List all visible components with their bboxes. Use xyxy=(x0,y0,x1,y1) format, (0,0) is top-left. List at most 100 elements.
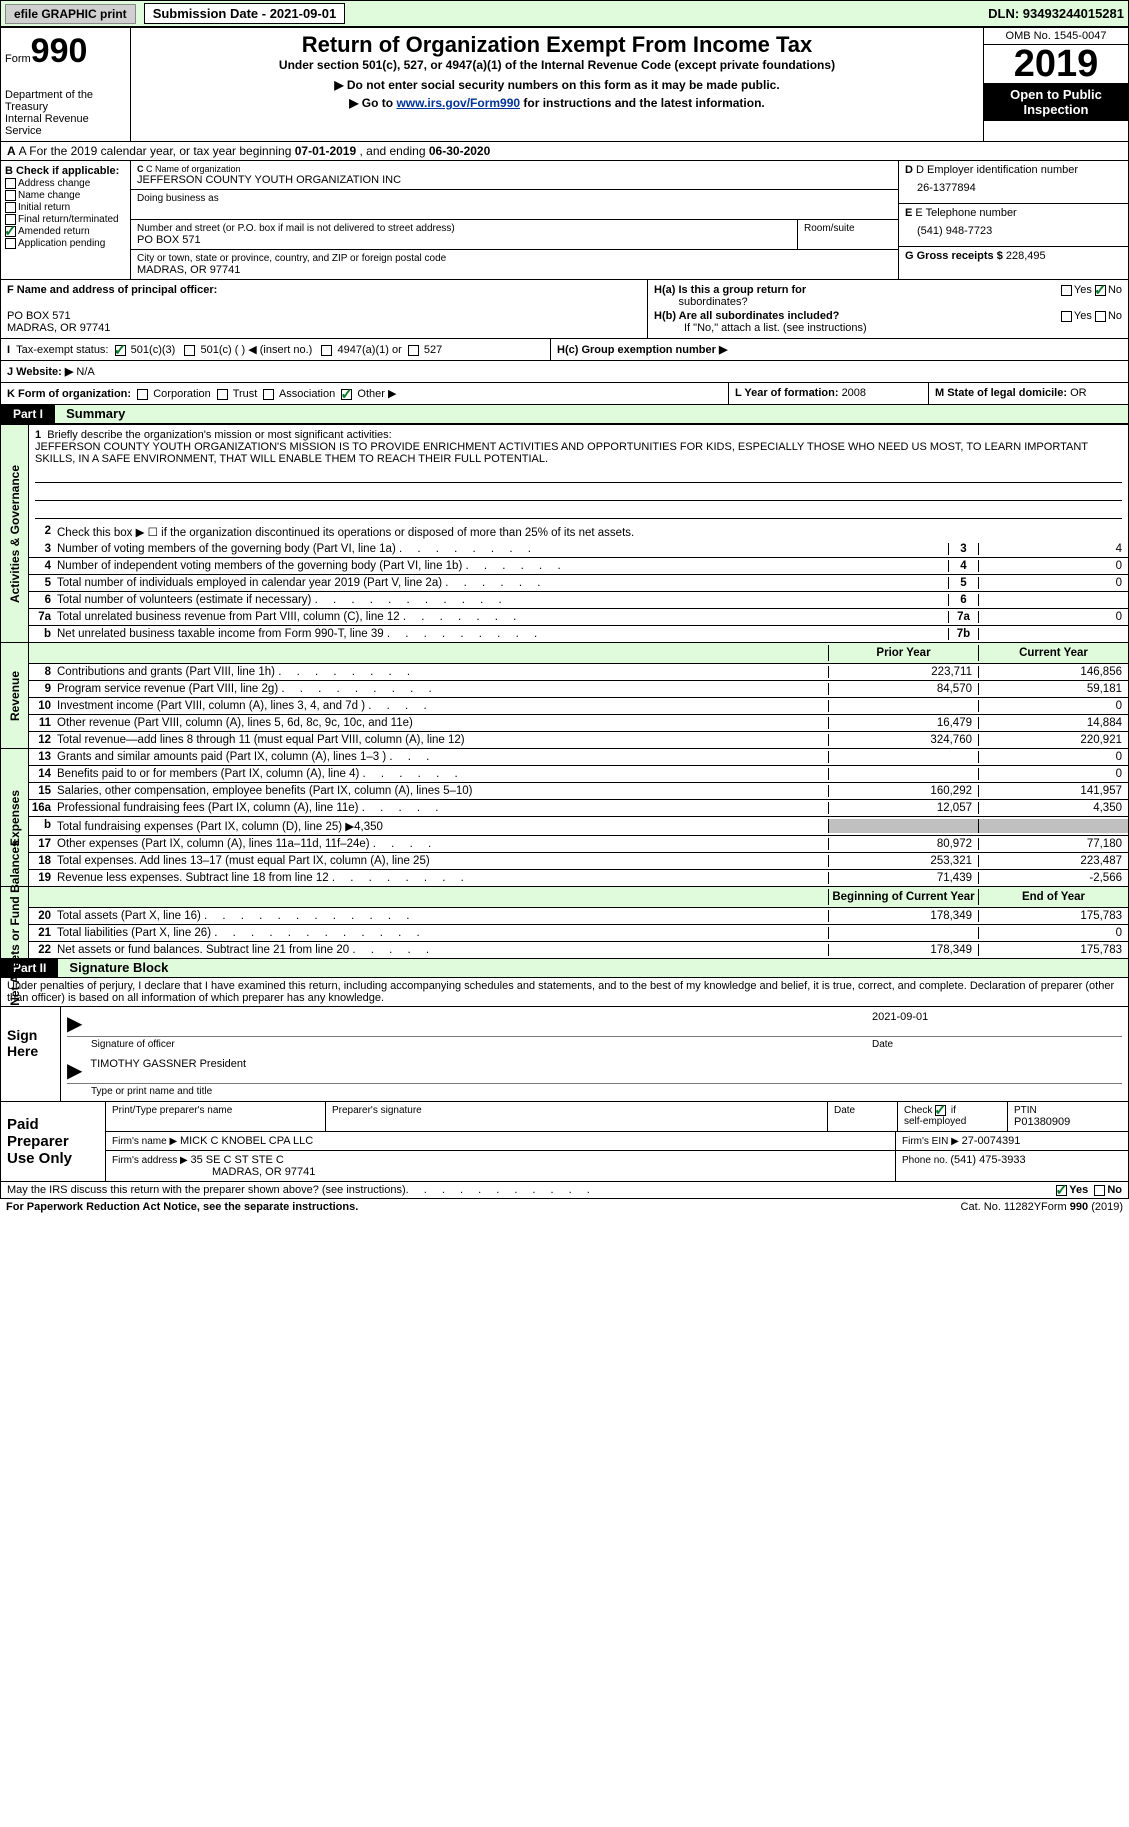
l5-val: 0 xyxy=(978,577,1128,589)
form-subtitle: Under section 501(c), 527, or 4947(a)(1)… xyxy=(139,58,975,72)
paperwork-notice: For Paperwork Reduction Act Notice, see … xyxy=(6,1201,761,1213)
summary-net-assets: Net Assets or Fund Balances Beginning of… xyxy=(0,887,1129,959)
submission-date: Submission Date - 2021-09-01 xyxy=(144,3,346,24)
chk-assoc[interactable] xyxy=(263,389,274,400)
l18-prior: 253,321 xyxy=(828,855,978,867)
chk-initial-return[interactable] xyxy=(5,202,16,213)
website: N/A xyxy=(73,366,94,378)
sig-date: 2021-09-01 xyxy=(872,1011,1122,1036)
firm-addr2: MADRAS, OR 97741 xyxy=(212,1166,315,1178)
col-b-header: B Check if applicable: xyxy=(5,165,126,177)
chk-hb-no[interactable] xyxy=(1095,311,1106,322)
year-formation: 2008 xyxy=(842,387,866,399)
l22-curr: 175,783 xyxy=(978,944,1128,956)
signature-block: Under penalties of perjury, I declare th… xyxy=(0,978,1129,1199)
l16a-prior: 12,057 xyxy=(828,802,978,814)
paid-preparer-label: Paid Preparer Use Only xyxy=(1,1102,106,1181)
side-label-activities: Activities & Governance xyxy=(8,464,22,602)
chk-name-change[interactable] xyxy=(5,190,16,201)
side-label-revenue: Revenue xyxy=(8,670,22,720)
ein: 26-1377894 xyxy=(905,176,1122,200)
current-year-hdr: Current Year xyxy=(978,645,1128,661)
l11-prior: 16,479 xyxy=(828,717,978,729)
note-1: ▶ Do not enter social security numbers o… xyxy=(139,78,975,92)
l19-curr: -2,566 xyxy=(978,872,1128,884)
org-address: PO BOX 571 xyxy=(137,234,791,246)
side-label-expenses: Expenses xyxy=(8,789,22,845)
l18-curr: 223,487 xyxy=(978,855,1128,867)
l7b-val xyxy=(978,628,1128,640)
note-2: ▶ Go to www.irs.gov/Form990 for instruct… xyxy=(139,96,975,110)
chk-trust[interactable] xyxy=(217,389,228,400)
l9-prior: 84,570 xyxy=(828,683,978,695)
signature-arrow-icon: ▶ xyxy=(67,1058,82,1083)
chk-501c[interactable] xyxy=(184,345,195,356)
l12-prior: 324,760 xyxy=(828,734,978,746)
l10-prior xyxy=(828,700,978,712)
form-number: 990 xyxy=(31,32,88,70)
col-b-checkboxes: B Check if applicable: Address change Na… xyxy=(1,161,131,279)
efile-print-button[interactable]: efile GRAPHIC print xyxy=(5,4,136,24)
l4-val: 0 xyxy=(978,560,1128,572)
chk-self-employed[interactable] xyxy=(935,1105,946,1116)
dept-text-2: Treasury xyxy=(5,101,126,113)
form-header: Form990 Department of the Treasury Inter… xyxy=(0,27,1129,142)
summary-expenses: Expenses 13Grants and similar amounts pa… xyxy=(0,749,1129,887)
part1-title: Summary xyxy=(58,406,125,421)
l16a-curr: 4,350 xyxy=(978,802,1128,814)
rows-f-through-k: F Name and address of principal officer:… xyxy=(0,279,1129,405)
chk-501c3[interactable] xyxy=(115,345,126,356)
chk-527[interactable] xyxy=(408,345,419,356)
l10-curr: 0 xyxy=(978,700,1128,712)
l17-curr: 77,180 xyxy=(978,838,1128,850)
chk-discuss-yes[interactable] xyxy=(1056,1185,1067,1196)
org-name: JEFFERSON COUNTY YOUTH ORGANIZATION INC xyxy=(137,174,892,186)
l15-prior: 160,292 xyxy=(828,785,978,797)
ptin: P01380909 xyxy=(1014,1116,1122,1128)
l22-prior: 178,349 xyxy=(828,944,978,956)
chk-app-pending[interactable] xyxy=(5,238,16,249)
chk-ha-no[interactable] xyxy=(1095,285,1106,296)
part1-header: Part I xyxy=(1,405,55,423)
chk-discuss-no[interactable] xyxy=(1094,1185,1105,1196)
l11-curr: 14,884 xyxy=(978,717,1128,729)
l14-curr: 0 xyxy=(978,768,1128,780)
tax-year: 2019 xyxy=(984,45,1128,83)
l20-prior: 178,349 xyxy=(828,910,978,922)
footer-row: For Paperwork Reduction Act Notice, see … xyxy=(0,1199,1129,1215)
chk-other[interactable] xyxy=(341,389,352,400)
chk-4947[interactable] xyxy=(321,345,332,356)
section-bcde: B Check if applicable: Address change Na… xyxy=(0,161,1129,279)
l6-val xyxy=(978,594,1128,606)
firm-phone: (541) 475-3933 xyxy=(950,1154,1025,1166)
l17-prior: 80,972 xyxy=(828,838,978,850)
row-a: A A For the 2019 calendar year, or tax y… xyxy=(0,142,1129,161)
top-bar: efile GRAPHIC print Submission Date - 20… xyxy=(0,0,1129,27)
form990-link[interactable]: www.irs.gov/Form990 xyxy=(396,96,520,110)
l15-curr: 141,957 xyxy=(978,785,1128,797)
org-city: MADRAS, OR 97741 xyxy=(137,264,892,276)
sign-here-label: Sign Here xyxy=(1,1007,61,1101)
l20-curr: 175,783 xyxy=(978,910,1128,922)
dept-text-3: Internal Revenue Service xyxy=(5,113,126,137)
end-year-hdr: End of Year xyxy=(978,889,1128,905)
col-d-ein-tel: D D Employer identification number 26-13… xyxy=(898,161,1128,279)
l13-prior xyxy=(828,751,978,763)
chk-amended-return[interactable] xyxy=(5,226,16,237)
chk-hb-yes[interactable] xyxy=(1061,311,1072,322)
l19-prior: 71,439 xyxy=(828,872,978,884)
l8-prior: 223,711 xyxy=(828,666,978,678)
part2-title: Signature Block xyxy=(61,960,168,975)
l21-prior xyxy=(828,927,978,939)
chk-corp[interactable] xyxy=(137,389,148,400)
dln: DLN: 93493244015281 xyxy=(988,6,1124,21)
signature-arrow-icon: ▶ xyxy=(67,1011,82,1036)
firm-name: MICK C KNOBEL CPA LLC xyxy=(180,1135,313,1147)
chk-ha-yes[interactable] xyxy=(1061,285,1072,296)
l21-curr: 0 xyxy=(978,927,1128,939)
officer-addr2: MADRAS, OR 97741 xyxy=(7,322,641,334)
form-footer: Form 990 (2019) xyxy=(1041,1201,1123,1213)
prior-year-hdr: Prior Year xyxy=(828,645,978,661)
chk-address-change[interactable] xyxy=(5,178,16,189)
officer-addr1: PO BOX 571 xyxy=(7,310,641,322)
